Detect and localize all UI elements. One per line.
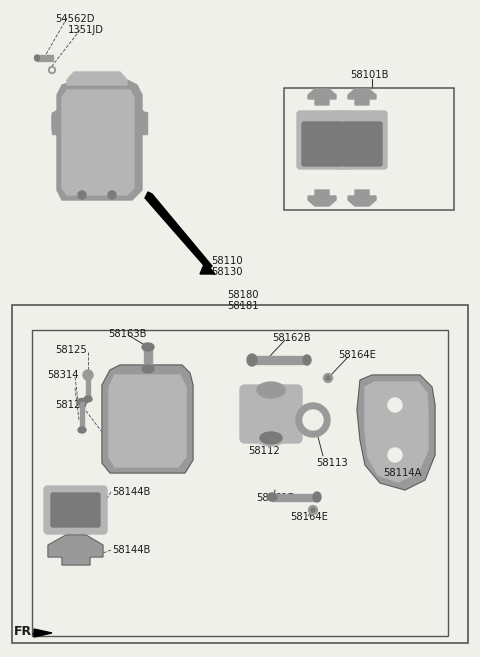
Ellipse shape [257,382,285,398]
Ellipse shape [142,365,154,373]
Bar [80,402,84,430]
Bar [12,305,468,643]
Text: FR.: FR. [14,625,37,638]
Ellipse shape [84,396,92,402]
Ellipse shape [324,373,333,382]
Ellipse shape [303,355,311,365]
Text: 58130: 58130 [211,267,242,277]
Ellipse shape [326,376,330,380]
Bar [142,112,147,134]
Text: 58164E: 58164E [338,350,376,360]
Ellipse shape [78,191,86,199]
Ellipse shape [50,68,53,72]
Polygon shape [52,80,147,200]
Bar [272,494,317,501]
Ellipse shape [388,398,402,412]
Ellipse shape [83,370,93,380]
Text: 58180: 58180 [227,290,259,300]
Polygon shape [48,535,103,565]
Ellipse shape [77,399,87,405]
FancyBboxPatch shape [44,486,107,534]
Text: 1351JD: 1351JD [68,25,104,35]
Bar [37,55,53,61]
Text: 54562D: 54562D [55,14,95,24]
Text: 58112: 58112 [248,446,280,456]
Text: 58164E: 58164E [290,512,328,522]
Ellipse shape [313,492,321,502]
Text: 58161B: 58161B [256,493,295,503]
Text: 58181: 58181 [227,301,259,311]
Ellipse shape [311,508,315,512]
Text: 58110: 58110 [211,256,242,266]
Polygon shape [308,89,336,105]
Bar [86,379,90,399]
Polygon shape [67,72,127,85]
Text: 58162B: 58162B [272,333,311,343]
Ellipse shape [78,427,86,433]
Polygon shape [34,629,52,637]
Ellipse shape [257,430,285,446]
Text: 58144B: 58144B [112,487,150,497]
FancyBboxPatch shape [297,111,347,169]
Polygon shape [109,375,186,467]
FancyBboxPatch shape [51,493,100,527]
Bar [52,112,57,134]
Bar [252,356,307,364]
Text: 58120: 58120 [55,400,86,410]
Text: 58101B: 58101B [350,70,388,80]
Text: 58125: 58125 [55,345,87,355]
Ellipse shape [296,403,330,437]
Ellipse shape [48,66,56,74]
Text: 58144B: 58144B [112,545,150,555]
Bar [144,347,152,369]
Text: 58113: 58113 [316,458,348,468]
Polygon shape [348,89,376,105]
Text: 58163B: 58163B [108,329,146,339]
Bar [32,330,448,636]
Ellipse shape [309,505,317,514]
Polygon shape [200,262,215,274]
Polygon shape [308,190,336,206]
FancyBboxPatch shape [240,385,302,443]
FancyBboxPatch shape [302,122,342,166]
Polygon shape [348,190,376,206]
Polygon shape [357,375,435,490]
Polygon shape [365,382,428,482]
Polygon shape [102,365,193,473]
Ellipse shape [388,448,402,462]
Ellipse shape [260,432,282,444]
Bar [284,88,454,210]
Text: 58114A: 58114A [383,468,421,478]
Ellipse shape [303,410,323,430]
Text: 58314: 58314 [47,370,79,380]
Ellipse shape [247,354,257,366]
Polygon shape [62,90,134,195]
Ellipse shape [108,191,116,199]
Ellipse shape [142,343,154,351]
FancyBboxPatch shape [342,122,382,166]
Ellipse shape [267,493,277,501]
FancyBboxPatch shape [337,111,387,169]
Polygon shape [145,192,212,270]
Ellipse shape [35,55,39,61]
